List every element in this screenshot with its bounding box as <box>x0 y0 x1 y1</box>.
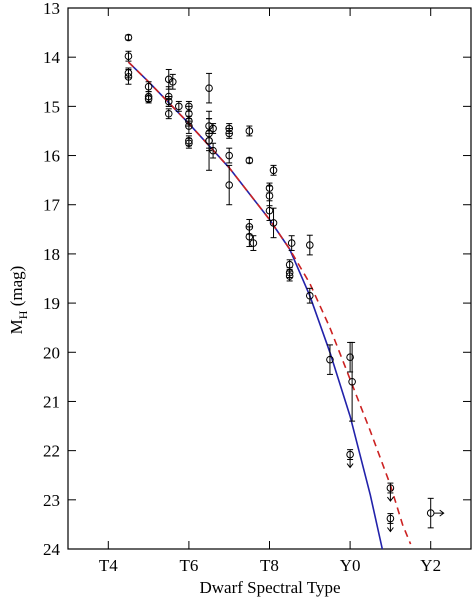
y-tick-label: 20 <box>43 343 60 362</box>
data-point <box>265 192 274 200</box>
y-tick-label: 16 <box>43 147 60 166</box>
y-tick-label: 23 <box>43 491 60 510</box>
data-point <box>225 151 233 160</box>
data-point <box>225 129 233 138</box>
data-point <box>124 52 133 60</box>
data-point <box>265 206 274 215</box>
data-point <box>205 84 213 92</box>
data-point <box>348 377 356 386</box>
y-tick-label: 15 <box>43 97 60 116</box>
data-point <box>269 219 278 227</box>
data-point <box>245 127 254 135</box>
fit-curve <box>127 61 384 550</box>
data-point <box>326 355 334 364</box>
y-tick-label: 18 <box>43 245 60 264</box>
data-point <box>185 122 193 130</box>
plot-frame <box>67 7 472 550</box>
data-point <box>245 156 254 165</box>
y-tick-label: 13 <box>43 0 60 18</box>
y-tick-label: 17 <box>43 196 61 215</box>
y-label-main: M <box>7 319 26 334</box>
limit-arrow <box>346 457 354 469</box>
data-point <box>306 291 314 300</box>
data-point <box>287 239 296 247</box>
fit-curve <box>127 61 412 545</box>
limit-arrow <box>433 509 445 517</box>
data-point <box>168 77 177 86</box>
y-tick-label: 14 <box>43 48 61 67</box>
y-tick-label: 24 <box>43 540 61 559</box>
data-point <box>124 73 133 81</box>
limit-arrow <box>387 491 394 502</box>
y-tick-label: 22 <box>43 442 60 461</box>
y-tick-label: 21 <box>43 392 60 411</box>
limit-arrow <box>387 521 394 533</box>
data-point <box>205 136 213 145</box>
data-point <box>124 33 133 42</box>
data-point <box>175 102 183 111</box>
data-point <box>144 92 153 101</box>
data-point <box>306 241 314 249</box>
data-point <box>144 82 153 91</box>
data-point <box>209 146 217 155</box>
x-tick-label: Y0 <box>340 556 361 575</box>
x-tick-label: T8 <box>260 556 279 575</box>
data-point <box>209 124 217 133</box>
data-point <box>285 272 294 280</box>
data-point <box>164 97 173 106</box>
y-tick-label: 19 <box>43 294 60 313</box>
data-point <box>249 239 258 247</box>
y-axis-label: MH (mag) <box>7 266 30 335</box>
data-point <box>245 232 254 241</box>
data-point <box>269 166 278 175</box>
x-tick-label: T4 <box>99 556 118 575</box>
x-tick-label: Y2 <box>420 556 441 575</box>
x-axis-label: Dwarf Spectral Type <box>199 578 340 597</box>
data-point <box>346 353 354 361</box>
y-label-sub: H <box>16 310 30 319</box>
x-tick-label: T6 <box>179 556 198 575</box>
data-point <box>185 139 193 148</box>
data-point <box>164 109 173 118</box>
data-point <box>225 181 233 189</box>
data-point <box>164 75 173 84</box>
y-label-rest: (mag) <box>7 266 26 311</box>
